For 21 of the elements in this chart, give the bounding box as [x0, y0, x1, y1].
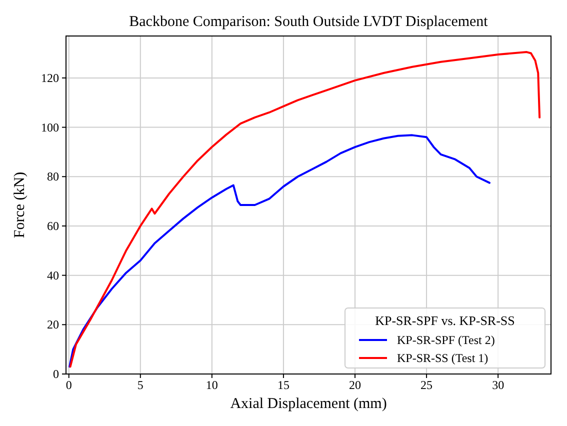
y-tick-label: 120: [41, 70, 59, 85]
y-tick-label: 20: [47, 318, 59, 332]
x-tick-label: 5: [137, 378, 144, 392]
y-tick-label: 40: [47, 268, 59, 282]
y-tick-label: 60: [47, 218, 59, 233]
legend-title: KP-SR-SPF vs. KP-SR-SS: [375, 313, 515, 328]
x-tick-label: 0: [66, 378, 72, 392]
line-series: [69, 51, 541, 368]
x-axis-title: Axial Displacement (mm): [230, 396, 387, 412]
x-tick-label: 15: [277, 378, 290, 392]
y-axis-title: Force (kN): [12, 172, 28, 238]
legend-label: KP-SR-SS (Test 1): [397, 351, 488, 365]
chart-title: Backbone Comparison: South Outside LVDT Displacement: [129, 14, 489, 30]
y-tick-label: 100: [41, 120, 59, 134]
x-tick-label: 10: [206, 378, 218, 392]
legend-label: KP-SR-SPF (Test 2): [397, 333, 495, 347]
x-tick-label: 30: [492, 378, 504, 392]
y-tick-label: 0: [53, 367, 59, 381]
x-tick-label: 20: [348, 378, 361, 392]
x-tick-label: 25: [420, 378, 433, 392]
y-tick-label: 80: [47, 170, 59, 184]
